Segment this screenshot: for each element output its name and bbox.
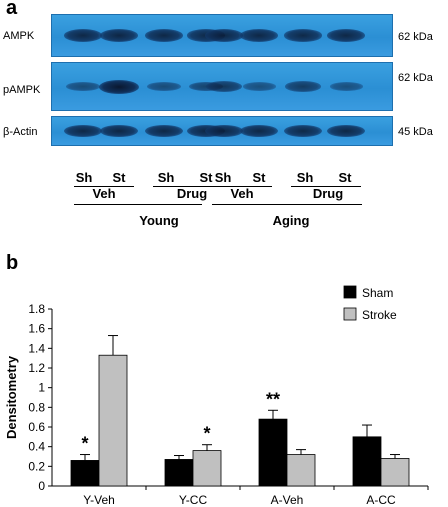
age-label-young: Young <box>139 213 179 228</box>
blot-band <box>206 81 242 92</box>
panel-a-label: a <box>6 0 18 19</box>
blot-band <box>205 29 243 42</box>
blot-band <box>284 29 322 42</box>
lane-label: Sh <box>157 170 175 185</box>
treatment-label: Veh <box>230 186 254 201</box>
blot-band <box>240 29 278 42</box>
divider-line <box>74 204 202 205</box>
legend-swatch-stroke <box>343 307 357 321</box>
legend-label-stroke: Stroke <box>362 308 397 322</box>
blot-band <box>329 82 363 91</box>
age-label-aging: Aging <box>272 213 310 228</box>
blot-band <box>99 79 139 94</box>
x-tick-label: A-CC <box>366 493 396 507</box>
blot-label-actin: β-Actin <box>3 126 38 138</box>
blot-label-ampk: AMPK <box>3 30 35 42</box>
y-axis-label: Densitometry <box>4 355 19 439</box>
significance-marker: * <box>203 424 210 444</box>
blot-band <box>145 29 183 42</box>
kda-label-actin: 45 kDa <box>398 126 433 138</box>
blot-band <box>99 124 139 138</box>
blot-ampk <box>51 14 393 57</box>
x-tick-label: Y-Veh <box>83 493 115 507</box>
y-tick-label: 1 <box>38 381 45 395</box>
blot-band <box>327 124 365 138</box>
legend-swatch-sham <box>343 285 357 299</box>
y-tick-label: 0 <box>38 479 45 493</box>
x-tick-label: A-Veh <box>271 493 304 507</box>
legend-label-sham: Sham <box>362 286 393 300</box>
treatment-label: Drug <box>312 186 344 201</box>
y-tick-label: 1.4 <box>28 341 45 355</box>
bar-sham <box>352 436 382 487</box>
y-tick-label: 0.6 <box>28 420 45 434</box>
y-tick-label: 0.4 <box>28 440 45 454</box>
bar-sham <box>70 460 100 487</box>
lane-label: Sh <box>75 170 93 185</box>
significance-marker: * <box>81 434 88 454</box>
blot-band <box>147 82 181 91</box>
blot-band <box>64 29 102 42</box>
blot-pampk <box>51 62 393 111</box>
blot-band <box>99 29 139 42</box>
blot-band <box>66 82 100 91</box>
significance-marker: ** <box>266 389 280 409</box>
divider-line <box>291 186 361 187</box>
treatment-label: Veh <box>92 186 116 201</box>
blot-actin <box>51 116 393 146</box>
divider-line <box>212 204 362 205</box>
kda-label-pampk: 62 kDa <box>398 72 433 84</box>
blot-label-pampk: pAMPK <box>3 84 41 96</box>
divider-line <box>74 186 134 187</box>
lane-label: St <box>112 170 126 185</box>
bar-stroke <box>380 458 410 487</box>
blot-band <box>145 124 183 138</box>
panel-b-label: b <box>6 252 19 274</box>
bar-stroke <box>192 450 222 487</box>
blot-band <box>285 81 321 92</box>
bar-stroke <box>98 354 128 487</box>
y-tick-label: 0.2 <box>28 459 45 473</box>
lane-label: Sh <box>214 170 232 185</box>
lane-label: St <box>199 170 213 185</box>
divider-line <box>212 186 272 187</box>
kda-label-ampk: 62 kDa <box>398 31 433 43</box>
divider-line <box>153 186 221 187</box>
lane-label: St <box>338 170 352 185</box>
blot-band <box>205 124 243 138</box>
treatment-label: Drug <box>176 186 208 201</box>
lane-label: Sh <box>296 170 314 185</box>
blot-band <box>242 82 276 91</box>
y-tick-label: 0.8 <box>28 400 45 414</box>
blot-band <box>284 124 322 138</box>
densitometry-bar-chart: 0 0.2 0.4 0.6 0.8 1 1.2 1.4 1.6 1.8 Densitometry Y-… <box>4 285 429 507</box>
bar-stroke <box>286 454 316 487</box>
x-tick-label: Y-CC <box>179 493 208 507</box>
y-tick-label: 1.2 <box>28 361 45 375</box>
y-tick-label: 1.8 <box>28 302 45 316</box>
blot-band <box>64 124 102 138</box>
bar-sham <box>258 418 288 487</box>
y-tick-label: 1.6 <box>28 322 45 336</box>
lane-label: St <box>252 170 266 185</box>
blot-band <box>327 29 365 42</box>
blot-band <box>240 124 278 138</box>
bar-sham <box>164 459 194 487</box>
